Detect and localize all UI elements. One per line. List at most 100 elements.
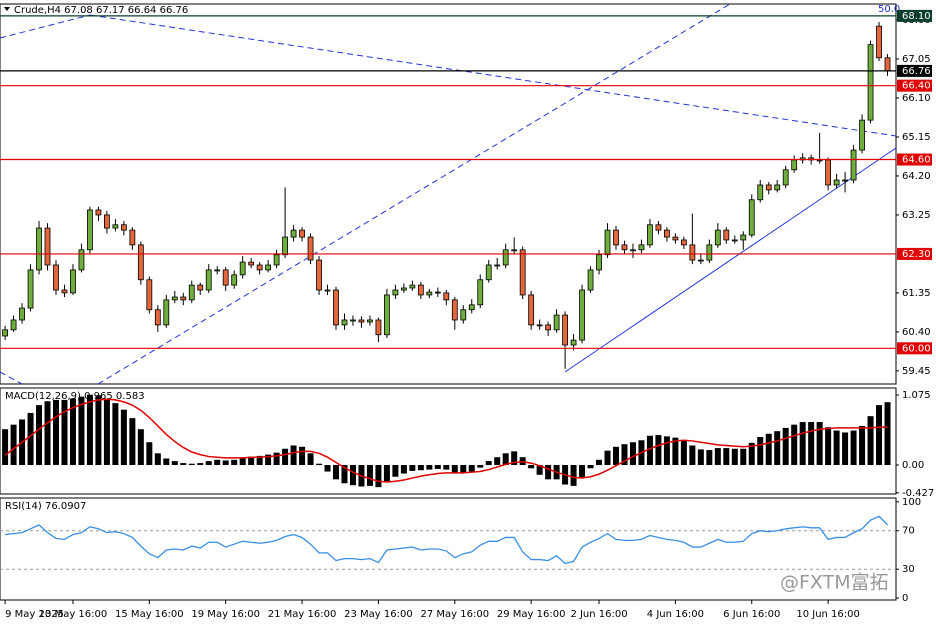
candle-body: [205, 269, 212, 291]
y-tick-label: 67.05: [902, 54, 931, 65]
candle-body: [553, 314, 560, 331]
candle-body: [655, 224, 662, 231]
trendline: [564, 147, 897, 373]
macd-bar: [120, 409, 127, 466]
trendline: [0, 371, 23, 385]
candle-body: [884, 57, 891, 72]
macd-bar: [842, 432, 849, 466]
candle-body: [833, 179, 840, 186]
candle-body: [791, 159, 798, 171]
macd-bar: [468, 465, 475, 472]
candle-body: [434, 291, 441, 294]
candle-body: [740, 234, 747, 241]
macd-bar: [180, 463, 187, 466]
candle-body: [358, 319, 365, 323]
macd-bar: [816, 422, 823, 466]
chart-title: Crude,H4 67.08 67.17 66.64 66.76: [14, 5, 188, 16]
x-tick-label: 2 Jun 16:00: [570, 609, 627, 620]
candle-body: [664, 229, 670, 238]
macd-bar: [604, 450, 611, 466]
y-tick-label: 100: [902, 497, 921, 508]
candle-body: [120, 224, 127, 231]
candle-body: [596, 254, 602, 271]
y-tick-label: 59.45: [902, 366, 931, 377]
macd-panel: [0, 387, 897, 495]
top-box: [897, 9, 932, 22]
candle-body: [613, 229, 619, 246]
candle-body: [460, 309, 467, 321]
candle-body: [443, 292, 450, 301]
candle-body: [95, 209, 102, 216]
level-label: 62.30: [902, 249, 931, 260]
macd-bar: [426, 465, 433, 470]
macd-bar: [290, 445, 297, 466]
macd-bar: [95, 395, 102, 466]
macd-bar: [825, 427, 832, 466]
candle-body: [324, 289, 331, 292]
macd-bar: [697, 449, 704, 466]
candle-body: [154, 309, 161, 326]
y-tick-label: 65.15: [902, 132, 931, 143]
x-tick-label: 29 May 16:00: [497, 609, 566, 620]
macd-bar: [460, 465, 467, 473]
candle-body: [341, 319, 348, 326]
x-tick-label: 23 May 16:00: [344, 609, 413, 620]
level-box: [897, 342, 932, 355]
macd-bar: [629, 442, 636, 466]
macd-bar: [324, 465, 331, 472]
candle-body: [680, 239, 687, 246]
menu-arrow[interactable]: [4, 7, 10, 11]
candle-body: [112, 224, 119, 229]
candle-body: [231, 274, 238, 286]
macd-bar: [10, 424, 17, 466]
candle-body: [19, 307, 25, 321]
macd-bar: [689, 445, 696, 466]
macd-bar: [859, 425, 866, 466]
signal-line: [4, 398, 888, 483]
candle-body: [104, 214, 110, 229]
macd-bar: [341, 465, 348, 484]
candle-body: [384, 294, 390, 336]
macd-bar: [137, 429, 144, 466]
price-panel: [0, 3, 897, 385]
candle-body: [290, 229, 297, 238]
macd-bar: [570, 465, 577, 486]
trendline: [97, 3, 731, 385]
candle-body: [757, 184, 764, 201]
macd-bar: [850, 430, 857, 466]
candle-body: [375, 319, 382, 336]
candle-body: [562, 314, 568, 346]
macd-bar: [214, 459, 221, 466]
candle-body: [248, 261, 255, 266]
candle-body: [273, 254, 280, 266]
y-tick-label: 30: [902, 564, 915, 575]
macd-bar: [154, 453, 161, 466]
candle-body: [689, 244, 696, 261]
y-tick-label: 0: [902, 593, 908, 604]
macd-bar: [36, 405, 43, 466]
candle-body: [129, 229, 136, 246]
rsi-line: [5, 515, 888, 565]
candle-body: [163, 299, 170, 326]
y-tick-label: -0.427: [902, 488, 934, 499]
macd-bar: [44, 401, 51, 466]
candle-body: [316, 259, 322, 291]
macd-bar: [579, 465, 586, 479]
candle-body: [417, 284, 424, 296]
candle-body: [672, 236, 679, 241]
candle-body: [256, 264, 263, 271]
candle-body: [188, 284, 195, 301]
macd-bar: [714, 448, 721, 466]
candle-body: [485, 264, 492, 281]
candle-body: [409, 284, 416, 289]
macd-bar: [876, 405, 883, 466]
macd-bar: [366, 465, 373, 486]
trendline: [89, 14, 897, 137]
macd-bar: [400, 465, 407, 474]
candle-body: [367, 319, 373, 323]
macd-bar: [434, 465, 441, 469]
macd-bar: [884, 402, 891, 466]
candle-body: [2, 329, 8, 337]
candle-body: [706, 244, 713, 261]
x-tick-label: 10 Jun 16:00: [796, 609, 860, 620]
